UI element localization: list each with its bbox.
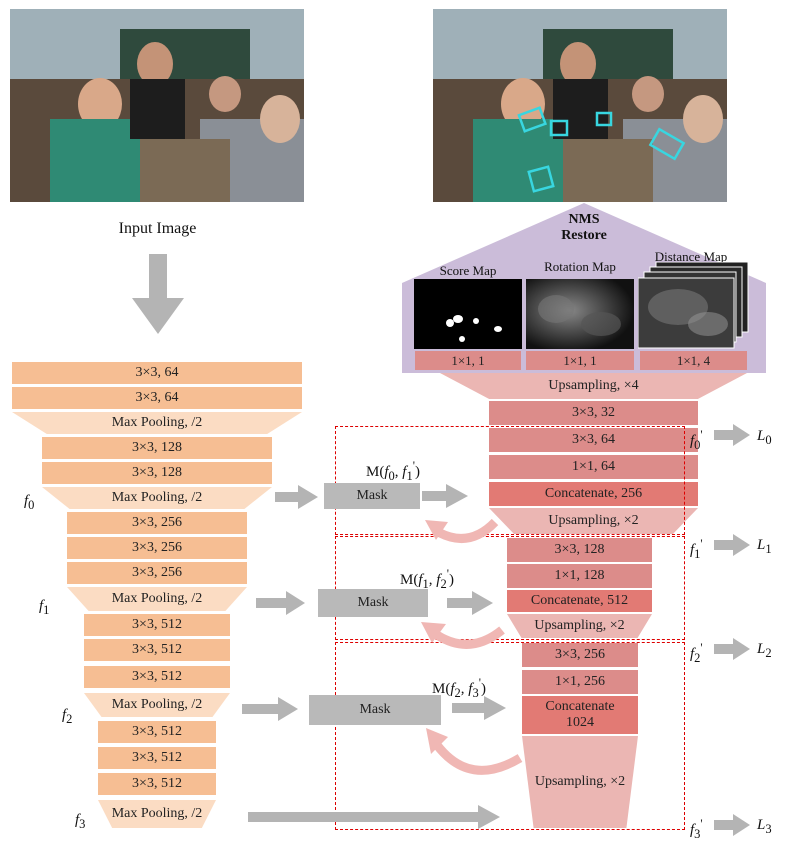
arrow-icon: [422, 484, 468, 508]
f0-prime-label: f0': [690, 428, 703, 452]
score-map-output: 1×1, 1: [415, 351, 521, 370]
encoder-layer: 3×3, 64: [12, 362, 302, 384]
arrow-icon: [714, 424, 750, 446]
nms-label: NMS: [568, 212, 600, 227]
loss-label-0: L0: [757, 428, 772, 447]
f2-prime-label: f2': [690, 641, 703, 665]
encoder-pool: Max Pooling, /2: [42, 487, 272, 509]
encoder-layer: 3×3, 128: [42, 437, 272, 459]
loss-label-1: L1: [757, 537, 772, 556]
decoder-layer: 1×1, 256: [522, 670, 638, 694]
arrow-icon: [256, 591, 305, 615]
decoder-layer: 3×3, 64: [489, 428, 698, 452]
detection-box: [648, 127, 686, 161]
encoder-layer: 3×3, 512: [98, 721, 216, 743]
arrow-icon: [248, 805, 500, 829]
f1-prime-label: f1': [690, 537, 703, 561]
detection-box: [595, 111, 613, 127]
m-label-2: M(f2, f3'): [432, 676, 486, 700]
decoder-layer: 3×3, 128: [507, 538, 652, 562]
concatenate-layer: Concatenate, 256: [489, 482, 698, 506]
distance-map: [638, 262, 749, 349]
encoder-layer: 3×3, 64: [12, 387, 302, 409]
detection-box: [549, 119, 569, 137]
upsampling-x2: Upsampling, ×2: [507, 614, 652, 638]
f3-label: f3: [75, 812, 86, 831]
encoder-pool: Max Pooling, /2: [67, 587, 247, 611]
encoder-layer: 3×3, 512: [98, 773, 216, 795]
arrow-icon: [275, 485, 318, 509]
distance-map-title: Distance Map: [654, 249, 728, 264]
rotation-map-output: 1×1, 1: [526, 351, 634, 370]
upsampling-x4: Upsampling, ×4: [440, 373, 747, 399]
upsampling-x2: Upsampling, ×2: [489, 508, 698, 534]
decoder-layer: 1×1, 128: [507, 564, 652, 588]
decoder-layer: 3×3, 32: [489, 401, 698, 425]
stage-box-1: [335, 536, 685, 640]
m-label-0: M(f0, f1'): [366, 459, 420, 483]
feedback-arrow-2: [433, 742, 523, 775]
stage-box-0: [335, 426, 685, 535]
encoder-layer: 3×3, 128: [42, 462, 272, 484]
arrow-icon: [714, 814, 750, 836]
concatenate-layer: Concatenate, 512: [507, 590, 652, 612]
f1-label: f1: [39, 598, 50, 617]
f2-label: f2: [62, 707, 73, 726]
input-image-label: Input Image: [118, 220, 197, 237]
detection-box: [517, 106, 548, 133]
detection-box: [527, 165, 555, 193]
encoder-layer: 3×3, 512: [98, 747, 216, 769]
rotation-map-title: Rotation Map: [544, 259, 616, 274]
loss-label-2: L2: [757, 641, 772, 660]
arrow-icon: [242, 697, 298, 721]
arrow-icon: [714, 534, 750, 556]
score-map-title: Score Map: [439, 263, 497, 278]
output-photo: [433, 9, 727, 202]
loss-label-3: L3: [757, 817, 772, 836]
rotation-map: [526, 279, 634, 349]
m-label-1: M(f1, f2'): [400, 567, 454, 591]
input-photo: [10, 9, 304, 202]
encoder-layer: 3×3, 256: [67, 562, 247, 584]
encoder-layer: 3×3, 512: [84, 666, 230, 688]
feedback-arrow-0: [437, 518, 499, 543]
mask-block-0: Mask: [324, 483, 420, 509]
arrow-icon: [714, 638, 750, 660]
encoder-layer: 3×3, 256: [67, 512, 247, 534]
distance-map-output: 1×1, 4: [640, 351, 747, 370]
f3-prime-label: f3': [690, 817, 703, 841]
restore-label: Restore: [561, 228, 607, 243]
feedback-arrow-1: [434, 626, 505, 649]
stage-box-2: [335, 642, 685, 830]
down-arrow-icon: [132, 254, 184, 334]
encoder-pool: Max Pooling, /2: [84, 693, 230, 717]
encoder-layer: 3×3, 512: [84, 639, 230, 661]
encoder-pool: Max Pooling, /2: [12, 412, 302, 434]
arrow-icon: [447, 591, 493, 615]
encoder-layer: 3×3, 512: [84, 614, 230, 636]
encoder-layer: 3×3, 256: [67, 537, 247, 559]
concatenate-layer: Concatenate 1024: [522, 696, 638, 734]
decoder-layer: 3×3, 256: [522, 643, 638, 667]
score-map: [414, 279, 522, 349]
arrow-icon: [452, 696, 506, 720]
encoder-pool: Max Pooling, /2: [98, 800, 216, 828]
upsampling-x2: Upsampling, ×2: [522, 736, 638, 828]
mask-block-1: Mask: [318, 589, 428, 617]
f0-label: f0: [24, 493, 35, 512]
mask-block-2: Mask: [309, 695, 441, 725]
decoder-layer: 1×1, 64: [489, 455, 698, 479]
